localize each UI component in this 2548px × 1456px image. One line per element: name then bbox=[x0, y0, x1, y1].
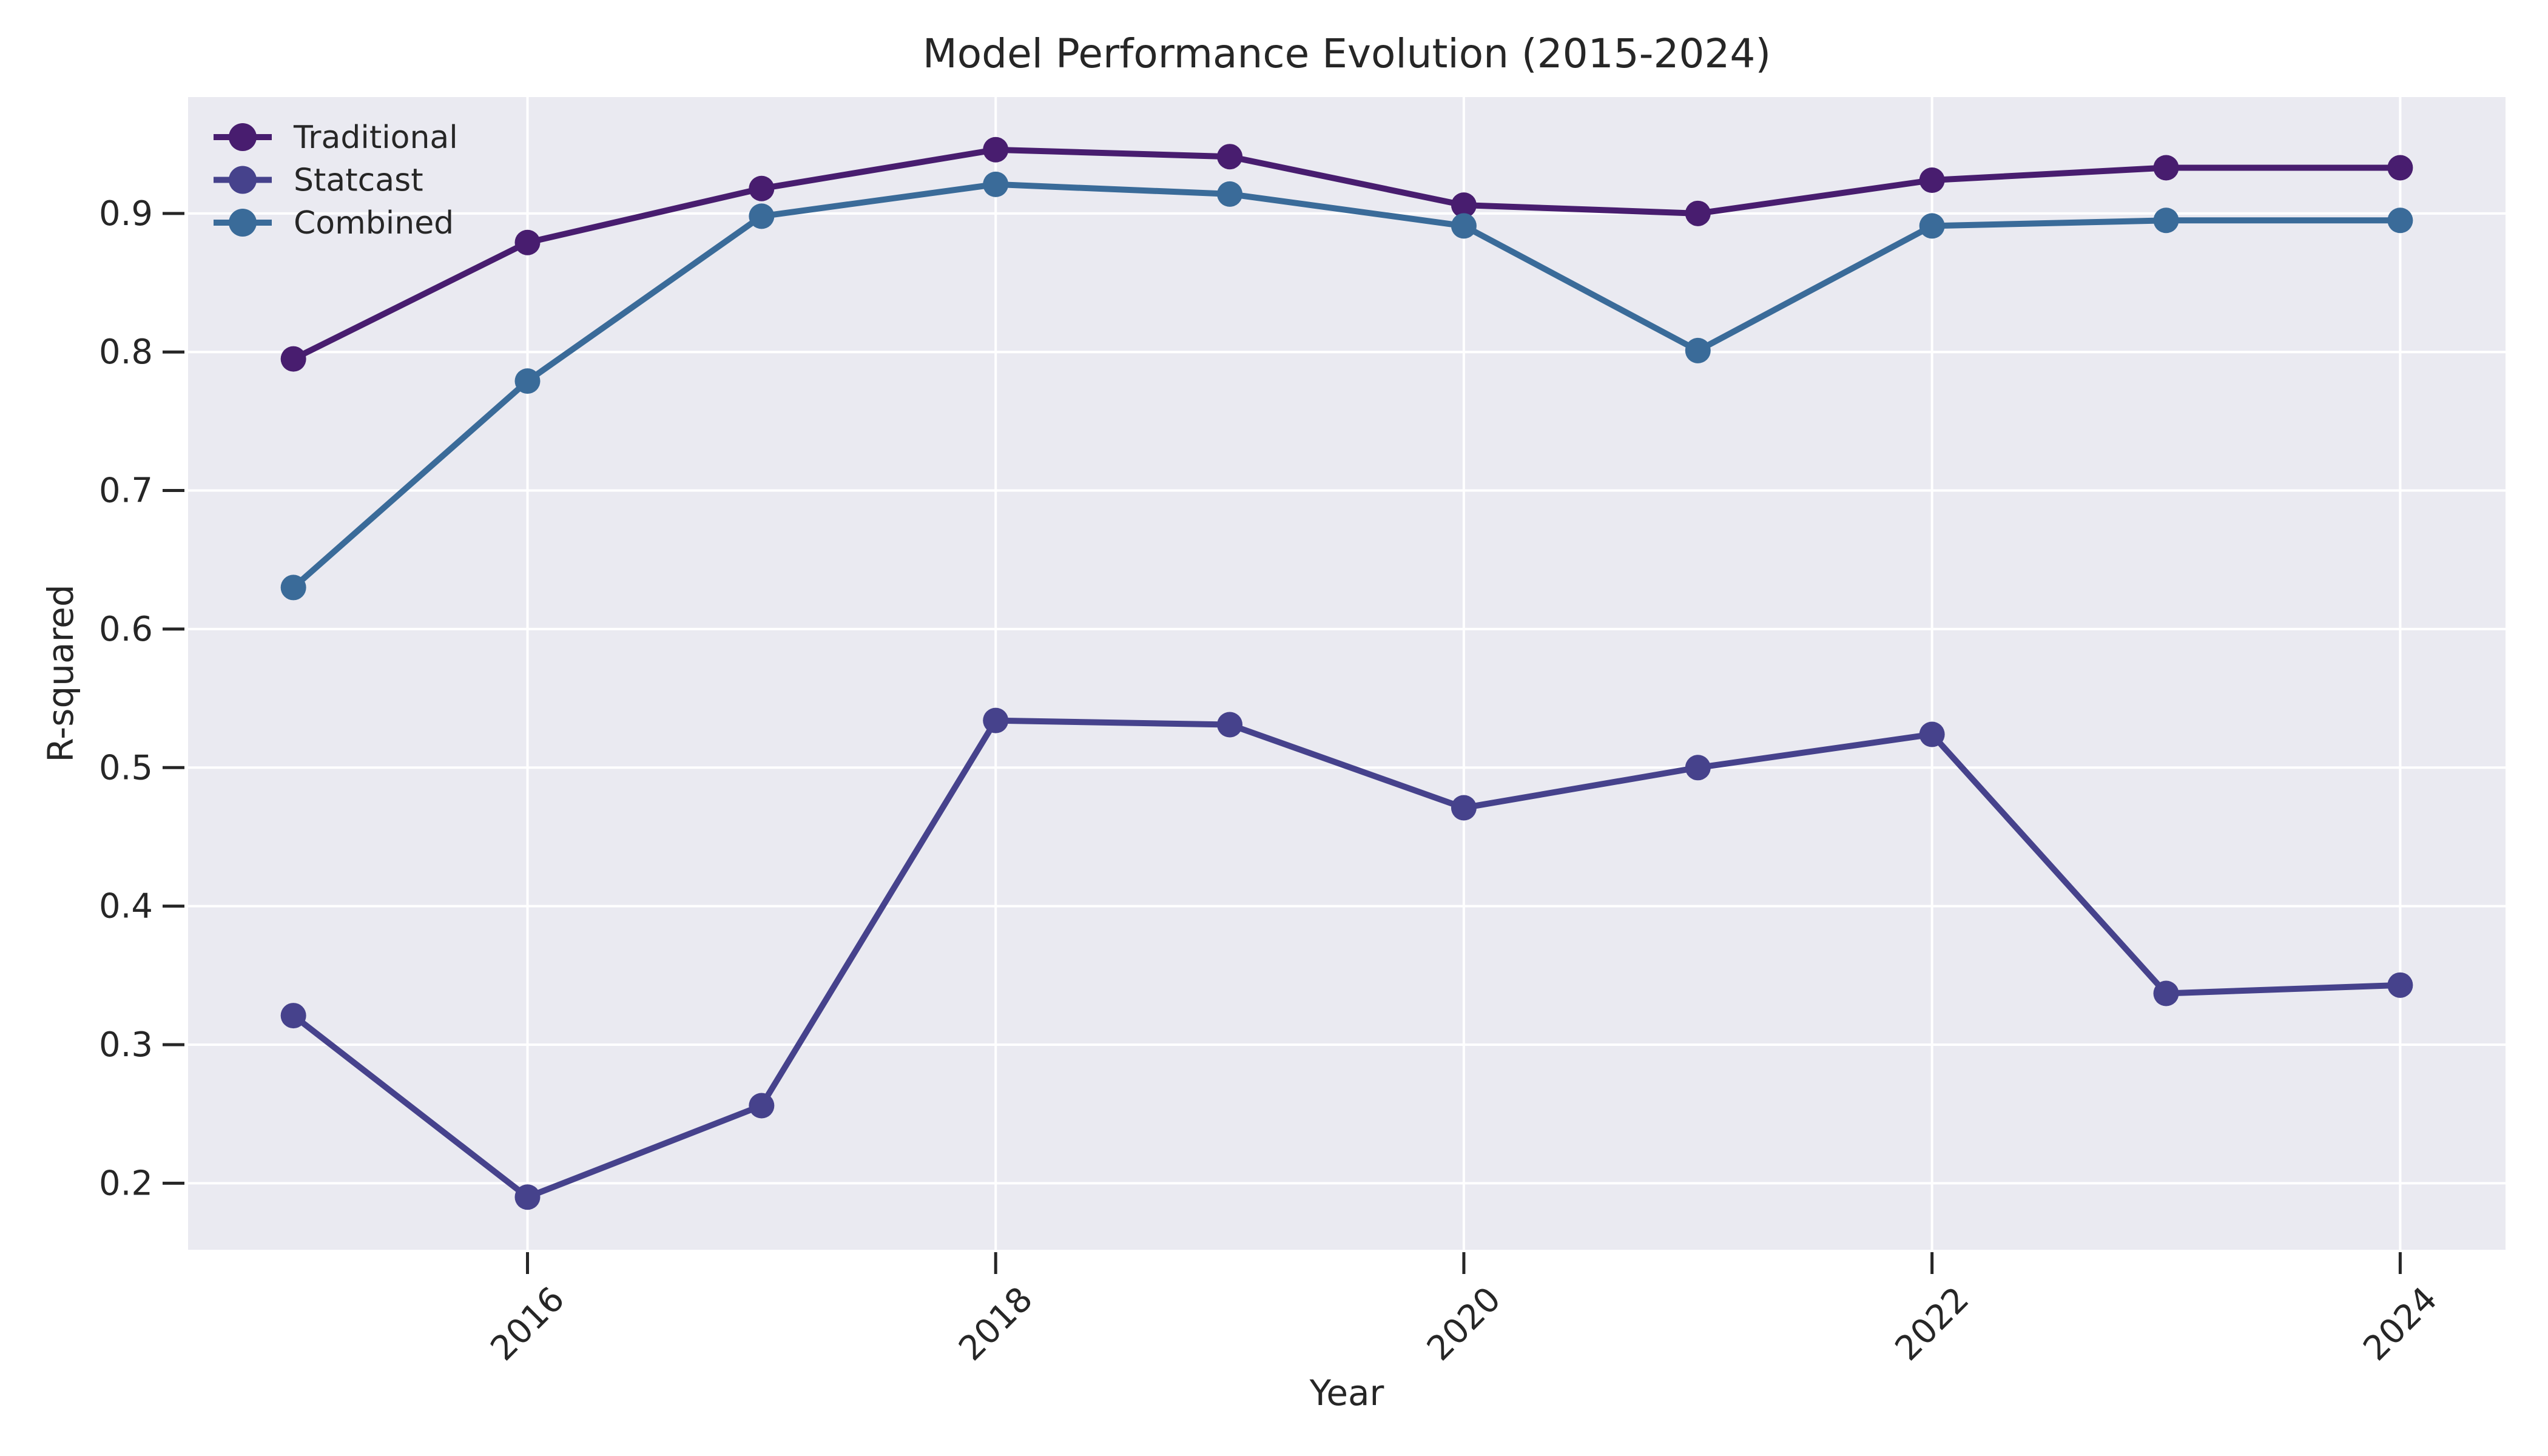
y-tick-label: 0.3 bbox=[99, 1025, 153, 1065]
chart-title: Model Performance Evolution (2015-2024) bbox=[922, 30, 1771, 77]
data-point-combined-2016 bbox=[514, 368, 541, 394]
y-tick-label: 0.6 bbox=[99, 610, 153, 649]
data-point-combined-2024 bbox=[2387, 207, 2413, 234]
series-line-statcast bbox=[290, 717, 2404, 1201]
y-axis-label: R-squared bbox=[40, 584, 81, 763]
legend-marker-icon bbox=[229, 209, 257, 237]
data-point-combined-2019 bbox=[1217, 181, 1243, 207]
legend: Traditional Statcast Combined bbox=[214, 120, 458, 241]
data-point-traditional-2019 bbox=[1217, 144, 1243, 170]
data-point-statcast-2019 bbox=[1217, 712, 1243, 738]
data-point-traditional-2017 bbox=[749, 175, 775, 201]
legend-label: Combined bbox=[294, 205, 454, 241]
data-point-traditional-2016 bbox=[514, 229, 541, 255]
data-point-statcast-2022 bbox=[1919, 721, 1945, 747]
plot-area bbox=[188, 97, 2506, 1250]
data-point-statcast-2021 bbox=[1685, 755, 1711, 781]
data-point-statcast-2017 bbox=[749, 1093, 775, 1119]
x-tick-label: 2020 bbox=[1420, 1279, 1509, 1369]
data-point-traditional-2022 bbox=[1919, 167, 1945, 194]
legend-item-combined: Combined bbox=[214, 205, 454, 241]
data-point-statcast-2024 bbox=[2387, 972, 2413, 998]
legend-label: Statcast bbox=[294, 163, 423, 199]
series-line-traditional bbox=[290, 146, 2404, 362]
data-point-traditional-2018 bbox=[983, 136, 1009, 163]
data-point-statcast-2015 bbox=[280, 1003, 306, 1029]
x-tick-label: 2024 bbox=[2356, 1279, 2445, 1369]
data-point-traditional-2023 bbox=[2153, 155, 2179, 181]
data-point-traditional-2015 bbox=[280, 346, 306, 372]
legend-label: Traditional bbox=[293, 120, 458, 156]
legend-item-statcast: Statcast bbox=[214, 163, 423, 199]
data-point-combined-2017 bbox=[749, 203, 775, 229]
x-axis-label: Year bbox=[1309, 1372, 1384, 1414]
y-tick-label: 0.2 bbox=[99, 1164, 153, 1203]
y-tick-label: 0.8 bbox=[99, 332, 153, 372]
legend-item-traditional: Traditional bbox=[214, 120, 458, 156]
x-tick-label: 2018 bbox=[951, 1279, 1040, 1369]
x-tick-label: 2022 bbox=[1888, 1279, 1977, 1369]
data-point-traditional-2024 bbox=[2387, 155, 2413, 181]
y-tick-label: 0.7 bbox=[99, 471, 153, 511]
data-point-combined-2022 bbox=[1919, 213, 1945, 239]
series-line-combined bbox=[290, 181, 2404, 591]
data-point-statcast-2023 bbox=[2153, 980, 2179, 1006]
data-point-combined-2015 bbox=[280, 575, 306, 601]
legend-marker-icon bbox=[229, 166, 257, 194]
y-tick-label: 0.9 bbox=[99, 194, 153, 234]
data-point-combined-2021 bbox=[1685, 337, 1711, 363]
data-point-combined-2020 bbox=[1451, 213, 1477, 239]
legend-marker-icon bbox=[229, 123, 257, 151]
y-tick-label: 0.4 bbox=[99, 887, 153, 926]
x-tick-label: 2016 bbox=[483, 1279, 572, 1369]
y-tick-label: 0.5 bbox=[99, 748, 153, 787]
data-point-statcast-2020 bbox=[1451, 795, 1477, 821]
data-point-statcast-2018 bbox=[983, 707, 1009, 733]
data-point-traditional-2021 bbox=[1685, 200, 1711, 226]
data-point-combined-2023 bbox=[2153, 207, 2179, 234]
data-point-combined-2018 bbox=[983, 171, 1009, 197]
data-point-traditional-2020 bbox=[1451, 192, 1477, 218]
data-point-statcast-2016 bbox=[514, 1184, 541, 1210]
